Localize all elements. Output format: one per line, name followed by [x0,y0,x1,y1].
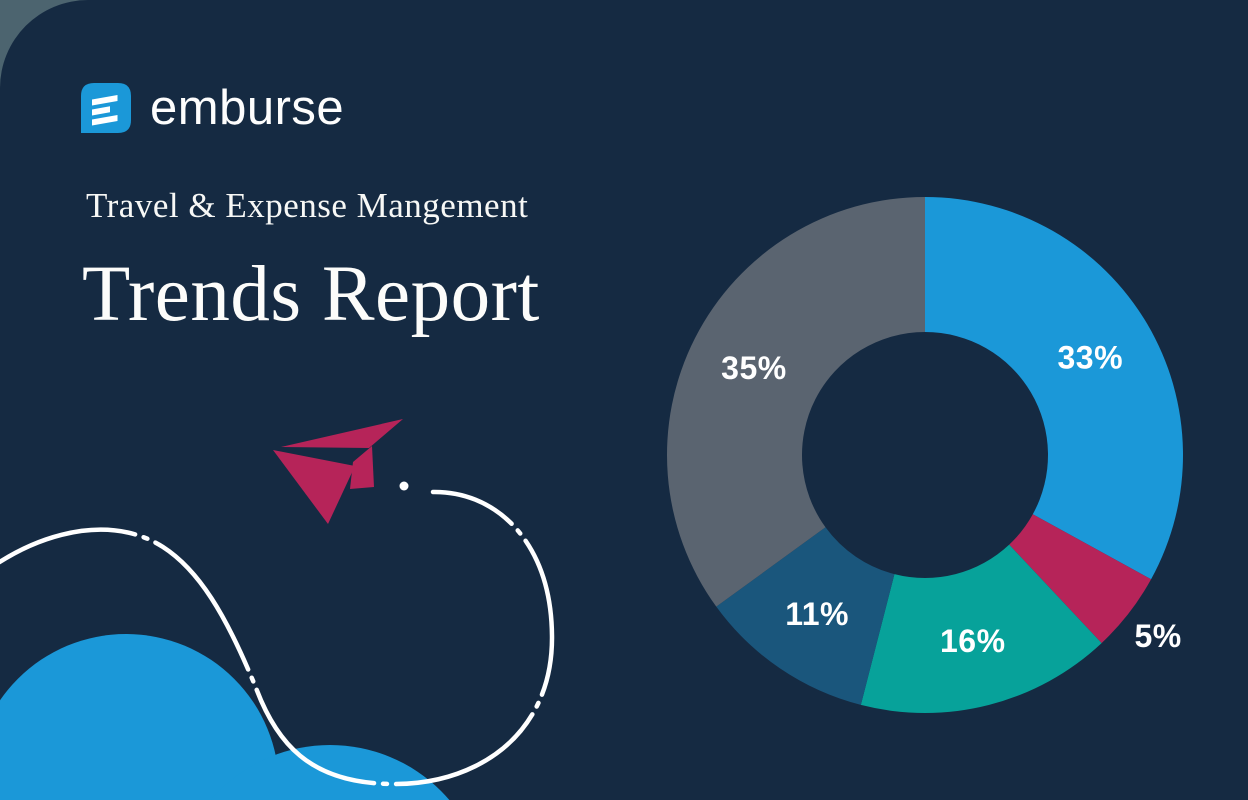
cloud-shape [0,634,450,800]
flight-trail-end-dot [399,481,409,491]
donut-chart: 33% 5% 16% 11% 35% [667,197,1183,713]
donut-slice-5% [1009,514,1152,644]
paper-plane-fold [350,446,374,489]
emburse-logo: emburse [80,82,344,134]
donut-label-33%: 33% [1057,339,1123,375]
logo-bar-top [92,95,118,106]
paper-plane-body [273,450,355,524]
donut-slice-33% [925,197,1183,580]
donut-slice-16% [860,544,1102,713]
donut-label-11%: 11% [785,596,849,632]
flight-trail-path [0,489,555,787]
report-eyebrow: Travel & Expense Mangement [86,186,529,225]
donut-label-35%: 35% [721,350,787,386]
donut-label-16%: 16% [940,623,1006,659]
page-title: Trends Report [82,251,540,338]
paper-plane-top-wing [281,419,403,448]
logo-bar-bottom [92,115,118,126]
cloud-bump-large [0,634,279,800]
emburse-logo-icon [81,83,131,133]
donut-slice-11% [716,527,895,705]
logo-bar-middle [92,106,110,116]
logo-e-glyph [92,95,118,126]
paper-plane-icon [273,419,403,524]
donut-slice-35% [667,197,925,607]
donut-label-5%: 5% [1134,618,1181,654]
flight-trail [0,481,555,787]
emburse-wordmark: emburse [150,80,345,135]
